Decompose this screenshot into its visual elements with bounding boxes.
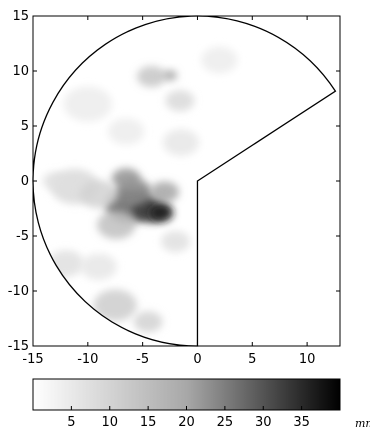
echo-cell xyxy=(93,289,137,322)
x-tick-label: 0 xyxy=(193,352,201,367)
x-tick-label: -5 xyxy=(136,352,149,367)
echo-cell xyxy=(149,204,174,222)
echo-layer xyxy=(42,46,238,333)
echo-cell xyxy=(162,129,200,156)
echo-cell xyxy=(80,253,117,280)
echo-cell xyxy=(42,172,67,190)
y-tick-label: -15 xyxy=(8,339,29,354)
y-axis: 15 10 5 0 -5 -10 -15 xyxy=(8,9,340,354)
echo-cell xyxy=(108,118,145,145)
colorbar-tick-label: 10 xyxy=(101,415,118,430)
echo-cell xyxy=(111,168,141,190)
colorbar-gradient xyxy=(32,378,341,411)
y-tick-label: -10 xyxy=(8,284,29,299)
colorbar-tick-label: 5 xyxy=(67,415,75,430)
echo-cell xyxy=(165,90,195,112)
x-axis: -15 -10 -5 0 5 10 xyxy=(22,16,315,367)
echo-cell xyxy=(161,230,191,253)
scan-boundary xyxy=(32,15,337,347)
colorbar-tick-label: 15 xyxy=(140,415,157,430)
echo-cell xyxy=(162,70,178,81)
x-tick-label: 10 xyxy=(299,352,316,367)
colorbar-tick-label: 35 xyxy=(293,415,310,430)
y-tick-label: -5 xyxy=(16,229,29,244)
echo-cell xyxy=(201,46,238,74)
colorbar-unit-label: mm /hr xyxy=(355,417,370,430)
colorbar: 5 10 15 20 25 30 35 mm /hr xyxy=(32,378,370,430)
colorbar-ticks: 5 10 15 20 25 30 35 xyxy=(67,406,310,430)
plot-area xyxy=(32,15,341,347)
echo-cell xyxy=(150,181,180,203)
echo-cell xyxy=(133,311,163,333)
y-tick-label: 10 xyxy=(12,64,29,79)
y-tick-label: 5 xyxy=(21,119,29,134)
y-tick-label: 0 xyxy=(21,174,29,189)
x-tick-label: -15 xyxy=(22,352,43,367)
colorbar-tick-label: 30 xyxy=(255,415,272,430)
echo-cell xyxy=(63,86,112,122)
colorbar-tick-label: 20 xyxy=(178,415,195,430)
y-tick-label: 15 xyxy=(12,9,29,24)
x-tick-label: 5 xyxy=(248,352,256,367)
echo-cell xyxy=(136,65,166,88)
echo-cell xyxy=(97,210,136,240)
colorbar-tick-label: 25 xyxy=(217,415,234,430)
x-tick-label: -10 xyxy=(77,352,98,367)
echo-cell xyxy=(79,180,119,209)
